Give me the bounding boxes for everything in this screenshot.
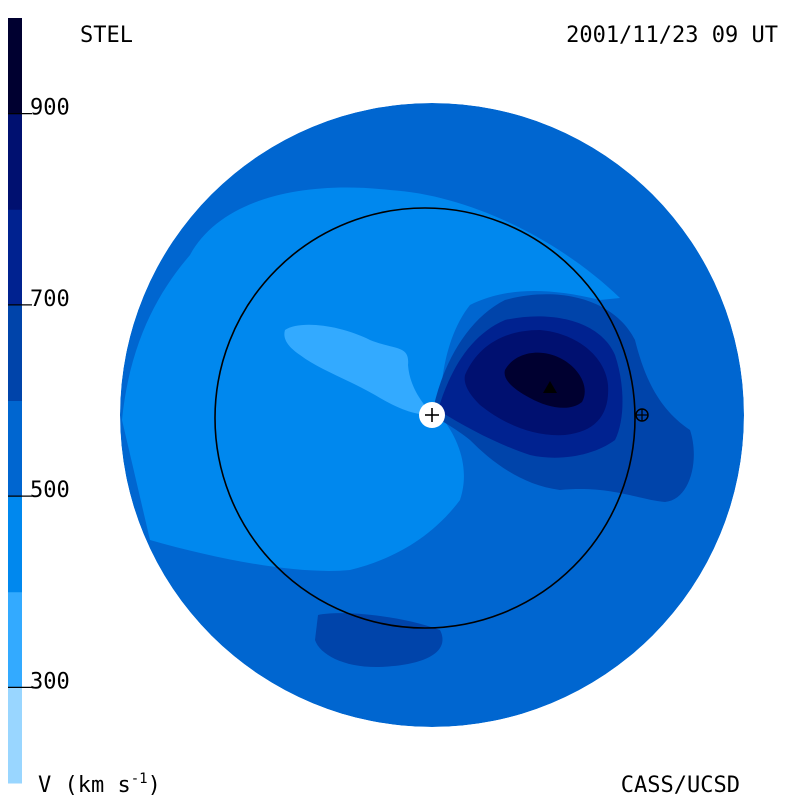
colorbar-tick-label-500: 500 — [30, 478, 70, 503]
colorbar-label-prefix: V (km s — [38, 773, 131, 798]
earth-orbit-circle — [214, 207, 636, 629]
colorbar — [8, 18, 22, 784]
colorbar-band-0 — [8, 687, 22, 784]
colorbar-tick-label-300: 300 — [30, 669, 70, 694]
colorbar-band-5 — [8, 209, 22, 306]
colorbar-band-4 — [8, 304, 22, 401]
chart-footer-right: CASS/UCSD — [621, 773, 740, 798]
chart-title-right: 2001/11/23 09 UT — [566, 23, 778, 48]
colorbar-label: V (km s-1) — [38, 771, 161, 798]
region-streak-lightest — [284, 324, 432, 415]
region-south-dark — [315, 613, 443, 668]
colorbar-band-7 — [8, 18, 22, 115]
sun-icon — [419, 402, 445, 428]
colorbar-label-suffix: ) — [148, 773, 161, 798]
colorbar-band-1 — [8, 591, 22, 688]
colorbar-band-3 — [8, 400, 22, 497]
stream-marker-icon — [543, 381, 557, 393]
colorbar-tick-label-700: 700 — [30, 287, 70, 312]
chart-title-left: STEL — [80, 23, 133, 48]
earth-icon — [635, 408, 649, 422]
colorbar-ticks: 300 500 700 900 — [8, 96, 70, 694]
colorbar-tick-label-900: 900 — [30, 96, 70, 121]
colorbar-label-sup: -1 — [131, 771, 148, 787]
region-stream-4 — [504, 352, 585, 408]
colorbar-band-2 — [8, 496, 22, 593]
colorbar-band-6 — [8, 113, 22, 210]
